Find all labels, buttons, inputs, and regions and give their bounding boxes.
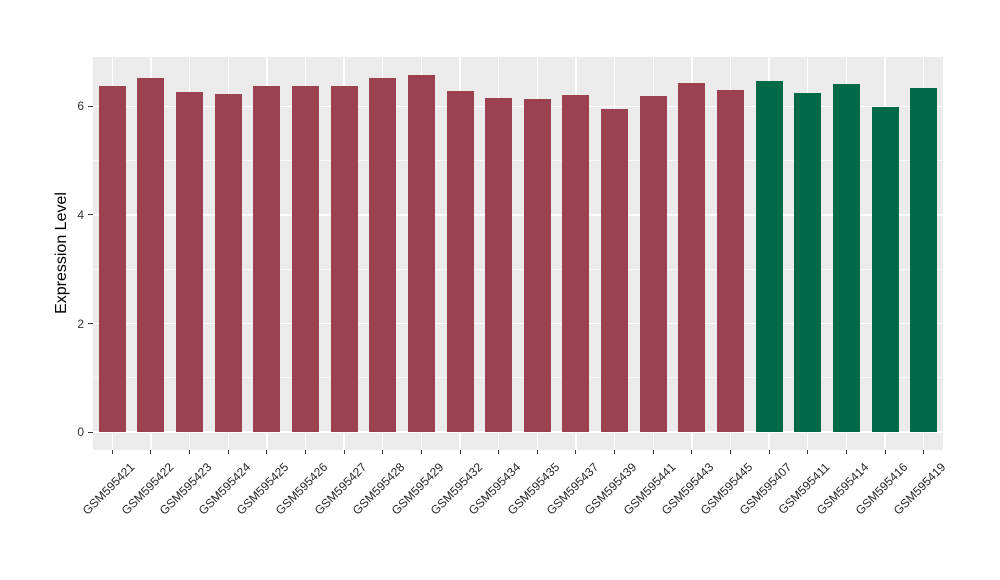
- x-tick: [884, 450, 886, 454]
- gridline-minor: [93, 268, 943, 270]
- x-tick: [768, 450, 770, 454]
- bar-GSM595416: [871, 107, 899, 433]
- bar-GSM595439: [601, 109, 629, 433]
- x-tick: [845, 450, 847, 454]
- gridline-major: [93, 322, 943, 325]
- x-tick: [343, 450, 345, 454]
- bar-GSM595424: [214, 93, 242, 433]
- x-tick: [652, 450, 654, 454]
- y-tick-label: 6: [77, 99, 84, 114]
- y-tick: [88, 323, 93, 325]
- x-tick: [227, 450, 229, 454]
- x-tick: [691, 450, 693, 454]
- bar-GSM595432: [446, 90, 474, 433]
- bar-GSM595443: [678, 83, 706, 433]
- bar-GSM595422: [137, 78, 165, 433]
- x-tick: [807, 450, 809, 454]
- x-tick: [382, 450, 384, 454]
- bar-GSM595426: [291, 85, 319, 433]
- x-tick: [420, 450, 422, 454]
- x-tick: [266, 450, 268, 454]
- gridline-minor: [93, 160, 943, 162]
- x-tick: [111, 450, 113, 454]
- y-tick: [88, 105, 93, 107]
- bar-GSM595429: [407, 74, 435, 433]
- y-tick-label: 4: [77, 207, 84, 222]
- bar-GSM595411: [794, 93, 822, 433]
- gridline-major: [93, 105, 943, 108]
- y-tick: [88, 214, 93, 216]
- x-tick: [498, 450, 500, 454]
- bar-GSM595414: [832, 83, 860, 433]
- bar-GSM595441: [639, 95, 667, 433]
- bar-GSM595423: [176, 92, 204, 433]
- x-tick: [305, 450, 306, 454]
- x-tick: [150, 450, 152, 454]
- plot-panel: [93, 57, 943, 450]
- bar-GSM595407: [755, 81, 783, 433]
- y-tick-label: 0: [77, 425, 84, 440]
- gridline-major: [93, 431, 943, 433]
- x-tick: [189, 450, 191, 454]
- x-tick: [730, 450, 731, 454]
- x-tick: [575, 450, 577, 454]
- x-tick: [536, 450, 538, 454]
- bar-GSM595421: [98, 86, 126, 433]
- bar-GSM595435: [523, 99, 551, 433]
- y-tick: [88, 431, 93, 433]
- x-tick: [614, 450, 616, 454]
- gridline-minor: [93, 377, 943, 379]
- bar-GSM595445: [716, 89, 744, 433]
- bar-GSM595427: [330, 85, 358, 433]
- bar-GSM595419: [910, 88, 938, 433]
- gridline-major: [93, 214, 943, 216]
- x-tick: [459, 450, 461, 454]
- bar-GSM595437: [562, 94, 590, 433]
- bar-GSM595428: [369, 78, 397, 433]
- y-tick-label: 2: [77, 316, 84, 331]
- bar-GSM595434: [485, 97, 513, 433]
- bar-GSM595425: [253, 85, 281, 433]
- x-tick: [923, 450, 925, 454]
